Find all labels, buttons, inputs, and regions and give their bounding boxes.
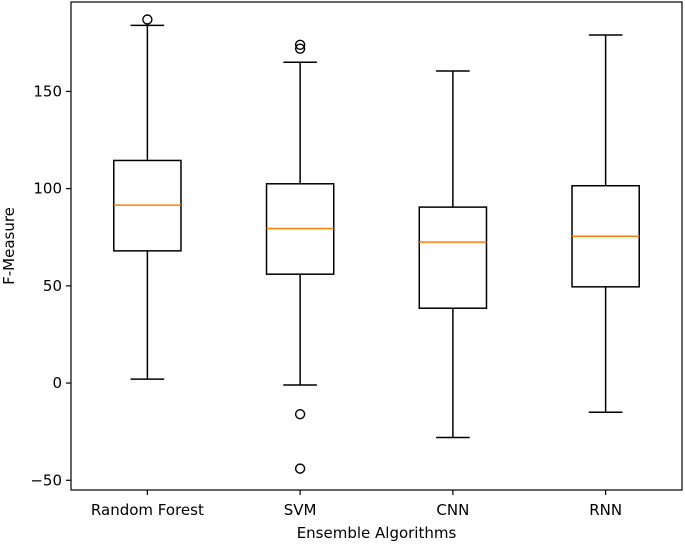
y-axis: −50 0 50 100 150 xyxy=(30,82,71,489)
box-group-rnn xyxy=(571,34,640,413)
outlier-point xyxy=(294,43,306,54)
y-tick-label: 150 xyxy=(33,82,62,100)
outlier-point xyxy=(294,463,306,474)
x-tick-label: RNN xyxy=(589,501,622,519)
box-group-random-forest xyxy=(113,14,182,380)
x-tick-label: SVM xyxy=(284,501,317,519)
box-group-cnn xyxy=(418,70,488,439)
boxes-layer xyxy=(113,14,640,474)
x-axis-label: Ensemble Algorithms xyxy=(297,524,457,542)
y-tick-label: 50 xyxy=(43,277,62,295)
outlier-point xyxy=(142,14,153,25)
x-tick-label: CNN xyxy=(436,501,469,519)
x-tick-label: Random Forest xyxy=(91,501,204,519)
y-tick-label: 100 xyxy=(33,180,62,198)
box-group-svm xyxy=(265,39,335,474)
axes-frame xyxy=(70,1,683,491)
y-axis-label: F-Measure xyxy=(0,207,18,285)
y-tick-label: −50 xyxy=(30,471,62,489)
x-axis: Random Forest SVM CNN RNN xyxy=(91,490,622,519)
outlier-point xyxy=(294,408,306,420)
y-tick-label: 0 xyxy=(52,374,62,392)
box-iqr xyxy=(418,206,488,309)
outlier-point xyxy=(294,39,306,50)
